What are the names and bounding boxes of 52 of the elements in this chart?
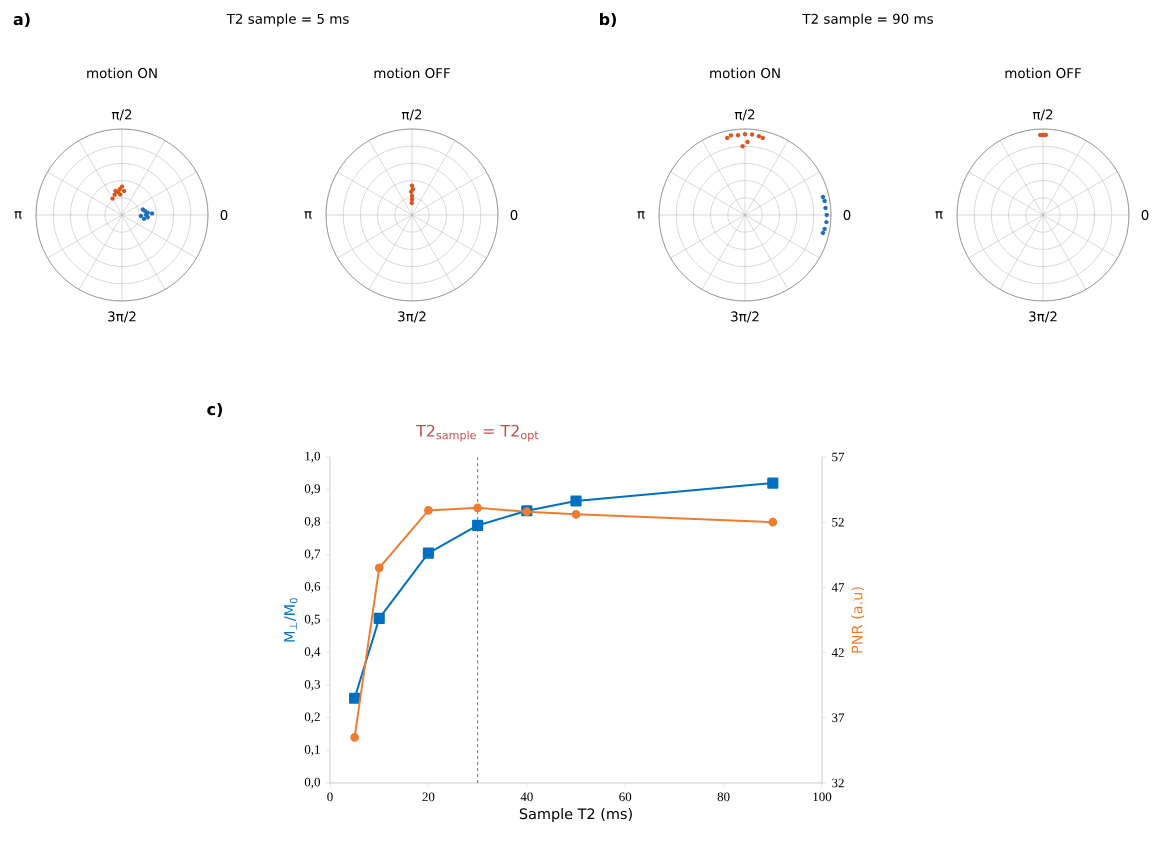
x-tick-label: 60	[619, 792, 632, 802]
text: π	[637, 211, 645, 219]
text: π	[14, 211, 22, 219]
text: b)	[600, 12, 616, 28]
y-tick-label: 0,7	[304, 549, 321, 561]
y-tick-label: 0,1	[304, 745, 320, 756]
text: π/2	[734, 109, 755, 121]
text: 3π/2	[731, 311, 759, 323]
y2-tick-label: 42	[831, 648, 844, 657]
y-tick-label: 1,0	[305, 451, 321, 463]
x-tick-label: 100	[813, 792, 832, 802]
text: π/2	[111, 109, 132, 121]
text: 0	[220, 209, 228, 221]
x-tick-label: 0	[327, 792, 333, 802]
text: π/2	[401, 109, 422, 121]
y-tick-label: 0,6	[304, 582, 321, 593]
text: π/2	[1032, 109, 1053, 121]
y-tick-label: 0,0	[304, 777, 321, 789]
chart-title: c)	[207, 402, 223, 418]
text: motion ON	[710, 67, 780, 79]
y2-tick-label: 57	[832, 452, 845, 462]
text: 0	[1141, 209, 1149, 221]
text: π	[935, 211, 943, 219]
y-tick-label: 0,2	[304, 712, 320, 724]
text: motion OFF	[1005, 67, 1081, 79]
ref-line-label: T2$_{sample}$ = T2$_{opt}$	[416, 424, 539, 442]
text: 3π/2	[1029, 311, 1057, 323]
x-axis-title: Sample T2 (ms)	[519, 808, 632, 823]
text: T2 sample = 90 ms	[802, 13, 933, 27]
y2-tick-label: 37	[832, 713, 845, 723]
y-tick-label: 0,4	[304, 647, 321, 658]
text: a)	[13, 12, 30, 28]
text: 3π/2	[398, 311, 426, 323]
text: motion OFF	[374, 67, 450, 79]
x-tick-label: 20	[422, 792, 435, 802]
x-tick-label: 40	[520, 792, 533, 802]
y-tick-label: 0,5	[304, 614, 320, 626]
text: 0	[843, 209, 851, 221]
text: 0	[510, 209, 518, 221]
y-axis-title: M$_{⊥}$/M$_{0}$	[284, 598, 298, 642]
y2-tick-label: 32	[832, 778, 844, 788]
y-tick-label: 0,8	[304, 516, 321, 528]
y2-axis-title: PNR (a.u)	[851, 587, 865, 653]
y2-tick-label: 52	[832, 517, 844, 527]
text: T2 sample = 5 ms	[226, 13, 349, 27]
y-tick-label: 0,9	[304, 484, 320, 495]
text: 3π/2	[108, 311, 136, 323]
y-tick-label: 0,3	[304, 679, 320, 691]
text: π	[304, 211, 312, 219]
x-tick-label: 80	[717, 792, 730, 802]
text: motion ON	[87, 67, 157, 79]
y2-tick-label: 47	[831, 583, 845, 592]
